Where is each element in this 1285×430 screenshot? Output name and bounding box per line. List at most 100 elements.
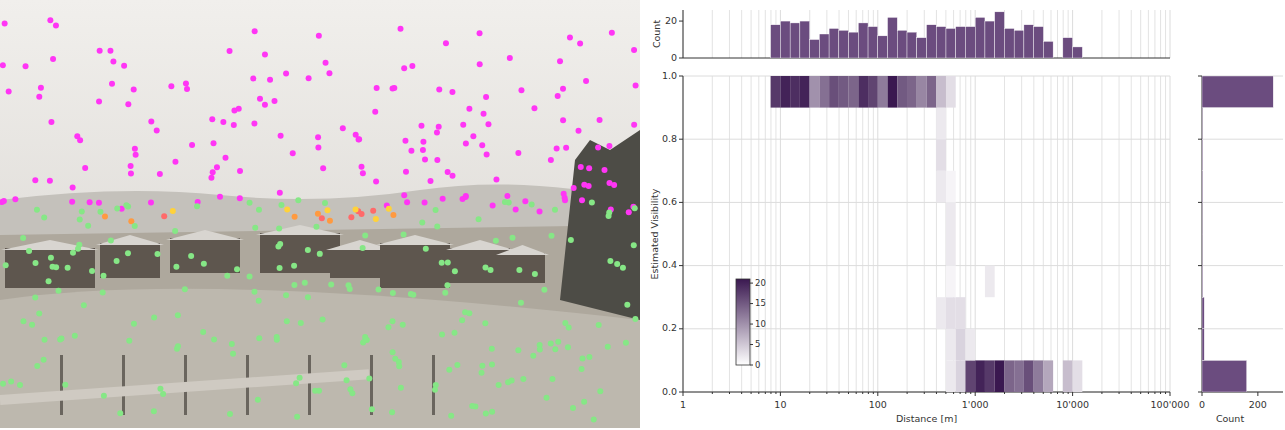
bar: [917, 38, 927, 58]
bar: [1034, 27, 1044, 58]
photo-dot: [172, 159, 178, 165]
bar: [849, 32, 859, 58]
photo-dot: [132, 223, 138, 229]
photo-dot: [237, 168, 243, 174]
minor-grid-line: [1131, 10, 1132, 58]
photo-dot: [256, 298, 262, 304]
photo-dot: [231, 107, 237, 113]
bar: [897, 30, 907, 58]
photo-dot: [609, 30, 615, 36]
tick: [877, 392, 878, 396]
minor-tick: [741, 392, 742, 394]
heat-cell: [936, 76, 946, 108]
photo-dot: [466, 106, 472, 112]
photo-dot: [520, 376, 526, 382]
photo-dot: [469, 403, 475, 409]
photo-dot: [400, 322, 406, 328]
photo-dot: [633, 83, 639, 89]
photo-dot: [398, 385, 404, 391]
photo-dot: [79, 208, 85, 214]
photo-dot: [509, 377, 515, 383]
photo-dot: [217, 194, 223, 200]
photo-dot: [428, 178, 434, 184]
minor-grid-line: [1140, 76, 1141, 392]
heat-cell: [790, 76, 800, 108]
photo-dot: [485, 121, 491, 127]
bar: [878, 36, 888, 58]
minor-tick: [965, 392, 966, 394]
tick-label: 5: [755, 339, 760, 349]
photo-dot: [250, 75, 256, 81]
photo-dot: [440, 196, 446, 202]
heatmap-axes: 1101001'00010'000100'0000.00.20.40.60.81…: [649, 70, 1190, 424]
photo-dot: [606, 180, 612, 186]
photo-dot: [626, 209, 632, 215]
photo-dot: [496, 382, 502, 388]
minor-grid-line: [839, 76, 840, 392]
photo-dot: [390, 349, 396, 355]
bar: [907, 32, 917, 58]
photo-dot: [418, 123, 424, 129]
minor-tick: [1160, 392, 1161, 394]
minor-grid-line: [712, 76, 713, 392]
photo-dot: [72, 333, 78, 339]
photo-dot: [160, 391, 166, 397]
photo-dot: [515, 347, 521, 353]
photo-dot: [313, 224, 319, 230]
heat-cell: [946, 234, 956, 266]
minor-tick: [970, 392, 971, 394]
photo-dot: [173, 264, 179, 270]
photo-dot: [227, 411, 233, 417]
tick: [750, 365, 753, 366]
grid-line: [683, 392, 1170, 393]
photo-dot: [125, 101, 131, 107]
minor-grid-line: [1119, 10, 1120, 58]
tick: [1257, 392, 1258, 396]
minor-tick: [712, 392, 713, 394]
photo-dot: [48, 255, 54, 261]
photo-dot: [157, 386, 163, 392]
photo-dot: [493, 238, 499, 244]
photo-dot: [409, 63, 415, 69]
photo-dot: [483, 94, 489, 100]
photo-dot: [548, 341, 554, 347]
photo-dot: [277, 190, 283, 196]
photo-dot: [502, 199, 508, 205]
photo-post: [308, 355, 311, 415]
photo-dot: [596, 322, 602, 328]
photo-dot: [530, 353, 536, 359]
minor-grid-line: [1063, 76, 1064, 392]
bar: [1073, 47, 1083, 58]
photo-dot: [295, 197, 301, 203]
photo-dot: [208, 175, 214, 181]
minor-tick: [775, 392, 776, 394]
photo-dot: [518, 87, 524, 93]
photo-dot: [489, 409, 495, 415]
heat-cell: [858, 76, 868, 108]
photo-dot: [234, 266, 240, 272]
photo-dot: [227, 48, 233, 54]
tick-label: 0.6: [662, 196, 677, 207]
photo-dot: [237, 195, 243, 201]
photo-dot: [210, 169, 216, 175]
heat-cell: [975, 360, 985, 392]
bar: [1202, 360, 1247, 392]
photo-dot: [580, 355, 586, 361]
photo-dot: [256, 207, 262, 213]
photo-dot: [390, 290, 396, 296]
heat-cell: [800, 76, 810, 108]
photo-dot: [194, 203, 200, 209]
tick-label: 100: [869, 399, 887, 410]
photo-dot: [56, 288, 62, 294]
heat-cell: [907, 76, 917, 108]
photo-dot: [597, 117, 603, 123]
photo-dot: [38, 85, 44, 91]
bar: [858, 23, 868, 58]
heat-cell: [946, 297, 956, 329]
photo-dot: [322, 200, 328, 206]
photo-dot: [614, 261, 620, 267]
photo-dot: [298, 320, 304, 326]
minor-grid-line: [775, 76, 776, 392]
heat-cell: [965, 329, 975, 361]
photo-dot: [82, 165, 88, 171]
